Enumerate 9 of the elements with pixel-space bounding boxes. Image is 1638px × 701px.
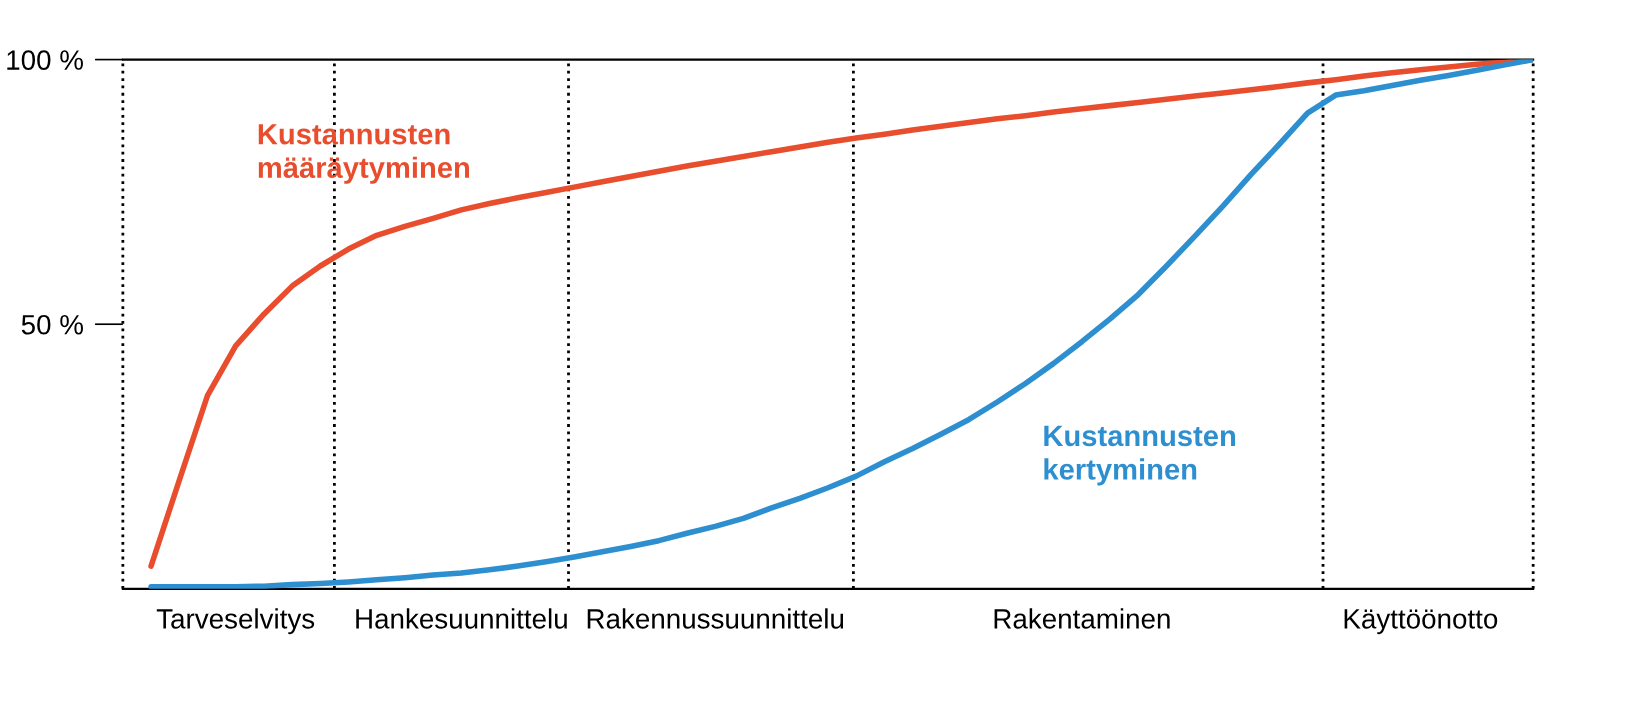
y-tick-label: 50 %: [21, 314, 83, 335]
x-tick-label: Rakentaminen: [994, 608, 1170, 629]
series-label: Kustannusten kertyminen: [1044, 425, 1236, 486]
x-tick-label: Käyttöönotto: [1344, 609, 1498, 635]
x-tick-label: Tarveselvitys: [156, 608, 315, 635]
y-tick-label: 100 %: [7, 50, 83, 70]
series-label: Kustannusten määräytyminen: [258, 124, 470, 184]
x-tick-label: Hankesuunnittelu: [356, 608, 567, 629]
x-tick-label: Rakennussuunnittelu: [587, 608, 844, 629]
